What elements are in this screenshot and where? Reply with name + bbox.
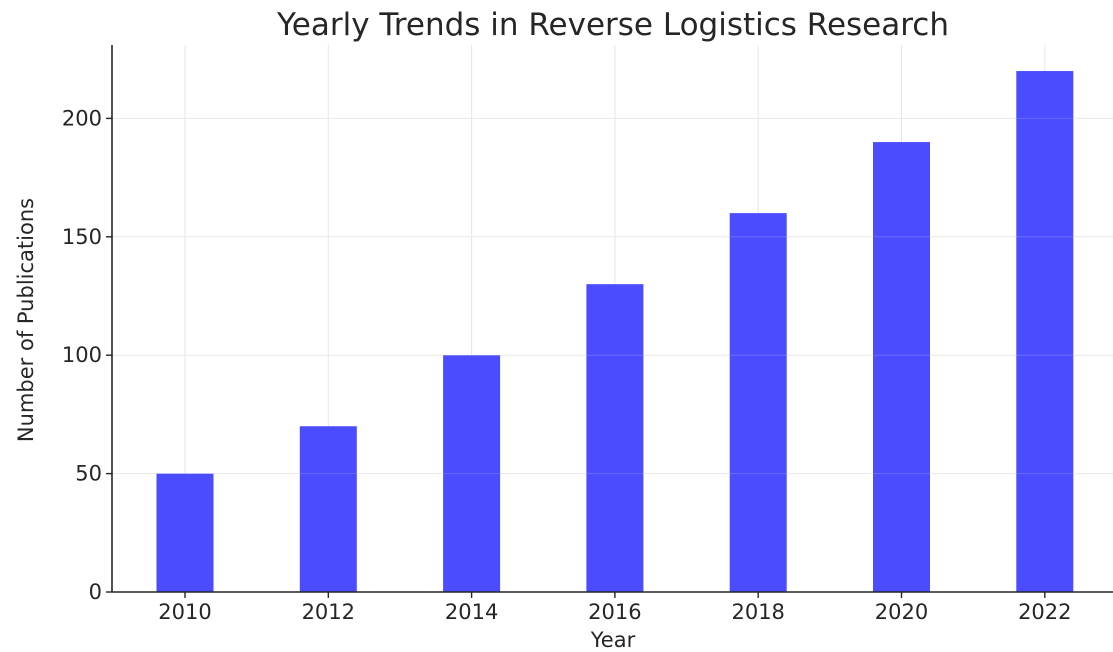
bar-2012 [299, 426, 357, 592]
bar-2010 [156, 473, 214, 592]
y-tick-label: 200 [62, 106, 102, 130]
x-tick-label: 2014 [445, 600, 498, 624]
bar-2018 [729, 213, 787, 592]
bar-2016 [586, 284, 644, 592]
y-tick-label: 0 [89, 580, 102, 604]
x-tick-label: 2022 [1018, 600, 1071, 624]
x-tick-label: 2018 [731, 600, 784, 624]
bar-2022 [1016, 71, 1074, 593]
bar-2020 [873, 142, 930, 592]
x-tick-layer: 2010 2012 2014 2016 2018 2020 2022 [158, 592, 1072, 624]
x-tick-label: 2010 [158, 600, 211, 624]
x-tick-label: 2012 [302, 600, 355, 624]
bar-2014 [443, 355, 501, 592]
x-axis-label: Year [590, 628, 636, 652]
x-tick-label: 2016 [588, 600, 641, 624]
y-tick-layer: 0 50 100 150 200 [62, 106, 112, 604]
y-tick-label: 50 [75, 462, 102, 486]
chart-title: Yearly Trends in Reverse Logistics Resea… [276, 7, 949, 43]
y-tick-label: 100 [62, 343, 102, 367]
y-tick-label: 150 [62, 225, 102, 249]
x-tick-label: 2020 [875, 600, 928, 624]
axis-layer [111, 45, 1113, 593]
y-axis-label: Number of Publications [14, 198, 38, 442]
bar-layer [112, 71, 1113, 593]
